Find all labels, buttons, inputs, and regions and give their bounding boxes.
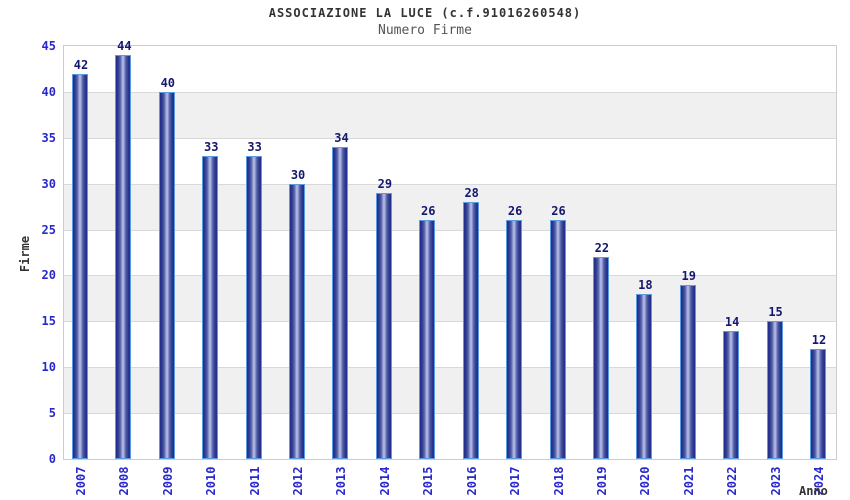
bar-value-label: 19 <box>681 268 696 283</box>
bar-2009 <box>158 91 175 459</box>
bar-2020 <box>636 293 653 459</box>
x-tick-label-2017: 2017 <box>508 466 523 496</box>
gridline <box>64 413 836 414</box>
gridline <box>64 275 836 276</box>
y-tick-label-5: 5 <box>48 406 56 421</box>
gridline <box>64 367 836 368</box>
x-tick-label-2007: 2007 <box>74 466 88 496</box>
plot-band <box>64 275 836 322</box>
x-axis-title: Anno <box>799 484 828 498</box>
bar-value-label: 44 <box>117 39 132 54</box>
x-tick-label-2018: 2018 <box>551 466 566 496</box>
x-tick-label-2009: 2009 <box>160 466 175 496</box>
gridline <box>64 230 836 231</box>
x-tick-label-2011: 2011 <box>247 466 262 496</box>
bar-2017 <box>506 220 523 459</box>
plot-band <box>64 183 836 230</box>
bar-value-label: 33 <box>247 140 262 155</box>
gridline <box>64 138 836 139</box>
y-tick-label-45: 45 <box>41 39 56 53</box>
bar-value-label: 42 <box>73 57 89 72</box>
bar-value-label: 15 <box>768 305 783 320</box>
bar-2016 <box>462 202 479 459</box>
gridline <box>64 321 836 322</box>
plot-band <box>64 91 836 138</box>
x-tick-label-2015: 2015 <box>421 466 436 496</box>
plot-band <box>64 321 836 368</box>
plot-band <box>64 46 836 92</box>
x-tick-label-2023: 2023 <box>768 466 783 496</box>
bar-2013 <box>332 146 349 459</box>
bar-2021 <box>679 284 696 459</box>
bar-value-label: 18 <box>638 277 653 292</box>
x-tick-label-2020: 2020 <box>638 466 653 496</box>
y-tick-label-25: 25 <box>41 222 56 237</box>
gridline <box>64 184 836 185</box>
bar-2015 <box>419 220 436 459</box>
plot-band <box>64 229 836 276</box>
bar-value-label: 30 <box>290 167 306 182</box>
bar-value-label: 12 <box>811 332 827 347</box>
bar-2011 <box>245 156 262 459</box>
y-tick-label-0: 0 <box>48 452 56 466</box>
y-tick-label-20: 20 <box>41 268 56 283</box>
bar-value-label: 14 <box>724 314 740 329</box>
bar-value-label: 26 <box>551 204 566 219</box>
y-tick-label-40: 40 <box>41 84 56 99</box>
plot-area <box>63 45 837 460</box>
bar-value-label: 34 <box>334 130 349 145</box>
bar-2007 <box>72 73 88 459</box>
x-tick-label-2019: 2019 <box>594 466 609 496</box>
plot-band <box>64 137 836 184</box>
bar-2018 <box>549 220 566 459</box>
x-tick-label-2012: 2012 <box>291 466 306 496</box>
x-tick-label-2021: 2021 <box>681 466 696 496</box>
x-tick-label-2010: 2010 <box>204 466 219 496</box>
bar-2023 <box>766 321 783 459</box>
bar-2024 <box>809 348 826 459</box>
x-tick-label-2008: 2008 <box>117 466 132 496</box>
bar-value-label: 26 <box>507 204 523 219</box>
plot-band <box>64 413 836 459</box>
bar-2019 <box>592 257 609 459</box>
y-tick-label-15: 15 <box>41 314 56 329</box>
y-tick-label-35: 35 <box>41 130 56 145</box>
y-tick-label-30: 30 <box>41 176 56 191</box>
x-tick-label-2016: 2016 <box>464 466 479 496</box>
plot-band <box>64 367 836 414</box>
bar-value-label: 33 <box>203 140 219 155</box>
chart-title: ASSOCIAZIONE LA LUCE (c.f.91016260548) <box>268 6 582 20</box>
x-tick-label-2022: 2022 <box>725 466 740 496</box>
bar-2008 <box>115 55 132 459</box>
bar-2022 <box>723 330 740 459</box>
bar-value-label: 29 <box>377 176 393 191</box>
x-tick-label-2013: 2013 <box>334 466 349 496</box>
y-axis-title: Firme <box>18 235 32 273</box>
bar-2010 <box>202 156 219 459</box>
bar-value-label: 26 <box>421 204 436 219</box>
gridline <box>64 92 836 93</box>
bar-value-label: 22 <box>594 241 610 256</box>
bar-2014 <box>375 192 392 459</box>
bar-value-label: 40 <box>160 75 176 90</box>
x-tick-label-2014: 2014 <box>377 466 392 496</box>
chart-subtitle: Numero Firme <box>378 23 472 38</box>
bar-2012 <box>289 183 306 459</box>
y-tick-label-10: 10 <box>41 360 56 375</box>
bar-value-label: 28 <box>464 186 479 201</box>
